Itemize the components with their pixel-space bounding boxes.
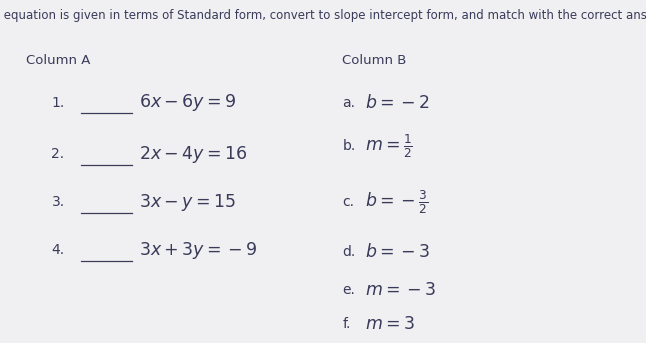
Text: Column B: Column B bbox=[342, 54, 407, 67]
Text: $3x - y = 15$: $3x - y = 15$ bbox=[139, 192, 236, 213]
Text: $b=-\frac{3}{2}$: $b=-\frac{3}{2}$ bbox=[365, 189, 428, 216]
Text: 2.: 2. bbox=[52, 147, 65, 161]
Text: $m=-3$: $m=-3$ bbox=[365, 281, 436, 299]
Text: 4.: 4. bbox=[52, 244, 65, 257]
Text: 1.: 1. bbox=[51, 96, 65, 110]
Text: e.: e. bbox=[342, 283, 355, 297]
Text: $6x - 6y = 9$: $6x - 6y = 9$ bbox=[139, 92, 236, 114]
Text: $3x + 3y = -9$: $3x + 3y = -9$ bbox=[139, 240, 257, 261]
Text: b.: b. bbox=[342, 139, 356, 153]
Text: a.: a. bbox=[342, 96, 355, 110]
Text: d.: d. bbox=[342, 245, 356, 259]
Text: $b=-3$: $b=-3$ bbox=[365, 243, 430, 261]
Text: $b=-2$: $b=-2$ bbox=[365, 94, 430, 112]
Text: Column A: Column A bbox=[26, 54, 90, 67]
Text: $2x - 4y = 16$: $2x - 4y = 16$ bbox=[139, 144, 247, 165]
Text: 3.: 3. bbox=[52, 196, 65, 209]
Text: c.: c. bbox=[342, 196, 355, 209]
Text: f.: f. bbox=[342, 317, 351, 331]
Text: The equation is given in terms of Standard form, convert to slope intercept form: The equation is given in terms of Standa… bbox=[0, 9, 646, 22]
Text: $m=3$: $m=3$ bbox=[365, 315, 415, 333]
Text: $m=\frac{1}{2}$: $m=\frac{1}{2}$ bbox=[365, 132, 413, 159]
